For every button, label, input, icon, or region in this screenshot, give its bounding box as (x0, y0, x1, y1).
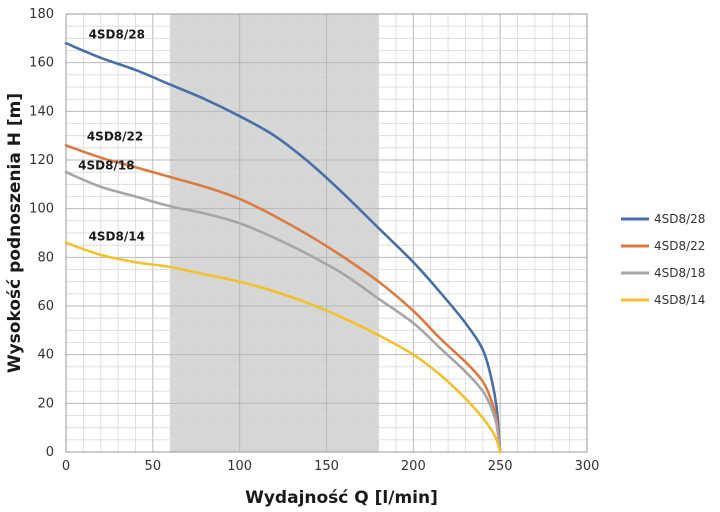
series-line-4sd8-28 (64, 41, 502, 454)
legend: 4SD8/28 4SD8/22 4SD8/18 4SD8/14 (621, 212, 705, 307)
curve-label: 4SD8/28 (89, 27, 145, 41)
curve-label: 4SD8/14 (89, 229, 145, 243)
curve-label: 4SD8/22 (87, 130, 143, 144)
x-tick-label: 200 (401, 459, 426, 474)
plot-frame (65, 13, 588, 453)
legend-entry: 4SD8/28 (654, 212, 705, 226)
x-tick-label: 50 (145, 459, 162, 474)
legend-entry: 4SD8/18 (654, 266, 705, 280)
series (64, 41, 502, 454)
y-tick-label: 20 (37, 396, 54, 411)
y-tick-label: 180 (29, 7, 54, 22)
y-tick-label: 140 (29, 104, 54, 119)
axes: 0 50 100 150 200 250 300 0 20 40 60 80 100 120 140 160 1… (29, 7, 599, 474)
y-tick-label: 100 (29, 202, 54, 217)
y-tick-label: 120 (29, 153, 54, 168)
y-axis-title: Wysokość podnoszenia H [m] (5, 93, 25, 373)
y-tick-label: 40 (37, 348, 54, 363)
curve-label: 4SD8/18 (78, 159, 134, 173)
y-tick-label: 0 (46, 445, 54, 460)
x-tick-label: 150 (314, 459, 339, 474)
x-tick-label: 300 (575, 459, 600, 474)
grid (65, 13, 588, 453)
y-tick-label: 80 (37, 250, 54, 265)
y-tick-label: 160 (29, 56, 54, 71)
series-line-4sd8-14 (64, 241, 502, 454)
x-tick-label: 100 (227, 459, 252, 474)
x-tick-label: 250 (488, 459, 513, 474)
series-line-4sd8-22 (64, 144, 502, 454)
x-axis-title: Wydajność Q [l/min] (245, 488, 438, 508)
curve-labels: 4SD8/28 4SD8/22 4SD8/18 4SD8/14 (78, 27, 145, 243)
legend-entry: 4SD8/14 (654, 293, 705, 307)
series-line-4sd8-18 (64, 170, 502, 454)
y-tick-label: 60 (37, 299, 54, 314)
legend-entry: 4SD8/22 (654, 239, 705, 253)
x-tick-label: 0 (62, 459, 70, 474)
